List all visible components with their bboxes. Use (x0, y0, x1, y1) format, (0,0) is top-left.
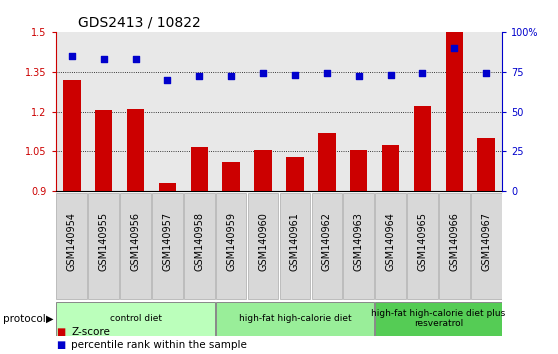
Text: GSM140956: GSM140956 (131, 212, 141, 271)
Bar (120, 193, 151, 299)
Point (291, 72, 300, 78)
Bar (446, 32, 463, 191)
Text: GSM140960: GSM140960 (258, 212, 268, 271)
Text: control diet: control diet (109, 314, 161, 323)
Point (450, 45, 459, 51)
Bar (88, 193, 119, 299)
Bar (471, 193, 502, 299)
Bar (439, 193, 470, 299)
Bar (407, 193, 438, 299)
Bar (127, 109, 145, 191)
Text: ▶: ▶ (46, 314, 53, 324)
Text: GSM140961: GSM140961 (290, 212, 300, 271)
Text: GSM140963: GSM140963 (354, 212, 364, 271)
Bar (56, 302, 215, 336)
Point (386, 72, 395, 78)
Text: high-fat high-calorie diet: high-fat high-calorie diet (239, 314, 351, 323)
Text: protocol: protocol (3, 314, 46, 324)
Bar (350, 150, 368, 191)
Bar (286, 156, 304, 191)
Bar (376, 193, 406, 299)
Text: GSM140966: GSM140966 (449, 212, 459, 271)
Bar (216, 193, 247, 299)
Text: GSM140958: GSM140958 (194, 212, 204, 271)
Point (131, 56, 140, 62)
Bar (248, 193, 278, 299)
Bar (280, 193, 310, 299)
Text: high-fat high-calorie diet plus
resveratrol: high-fat high-calorie diet plus resverat… (371, 309, 506, 328)
Text: GSM140957: GSM140957 (162, 212, 172, 271)
Text: ■: ■ (56, 340, 65, 350)
Bar (158, 183, 176, 191)
Text: GSM140967: GSM140967 (481, 212, 491, 271)
Bar (184, 193, 215, 299)
Text: ■: ■ (56, 327, 65, 337)
Bar (343, 193, 374, 299)
Bar (215, 302, 374, 336)
Bar (318, 133, 335, 191)
Text: GDS2413 / 10822: GDS2413 / 10822 (78, 15, 201, 29)
Point (163, 77, 172, 82)
Point (258, 70, 267, 76)
Text: GSM140954: GSM140954 (67, 212, 77, 271)
Bar (478, 138, 495, 191)
Point (99, 56, 108, 62)
Bar (56, 193, 87, 299)
Text: GSM140964: GSM140964 (386, 212, 396, 271)
Text: percentile rank within the sample: percentile rank within the sample (71, 340, 247, 350)
Bar (375, 302, 502, 336)
Text: Z-score: Z-score (71, 327, 110, 337)
Bar (254, 150, 272, 191)
Bar (223, 162, 240, 191)
Bar (95, 110, 112, 191)
Point (418, 70, 427, 76)
Bar (152, 193, 182, 299)
Point (354, 74, 363, 79)
Bar (190, 147, 208, 191)
Text: GSM140965: GSM140965 (417, 212, 427, 271)
Point (68, 53, 76, 58)
Bar (382, 145, 400, 191)
Bar (311, 193, 342, 299)
Bar (413, 106, 431, 191)
Point (195, 74, 204, 79)
Text: GSM140959: GSM140959 (226, 212, 236, 271)
Point (482, 70, 490, 76)
Point (323, 70, 331, 76)
Text: GSM140962: GSM140962 (322, 212, 332, 271)
Point (227, 74, 235, 79)
Bar (63, 80, 80, 191)
Text: GSM140955: GSM140955 (99, 212, 109, 271)
